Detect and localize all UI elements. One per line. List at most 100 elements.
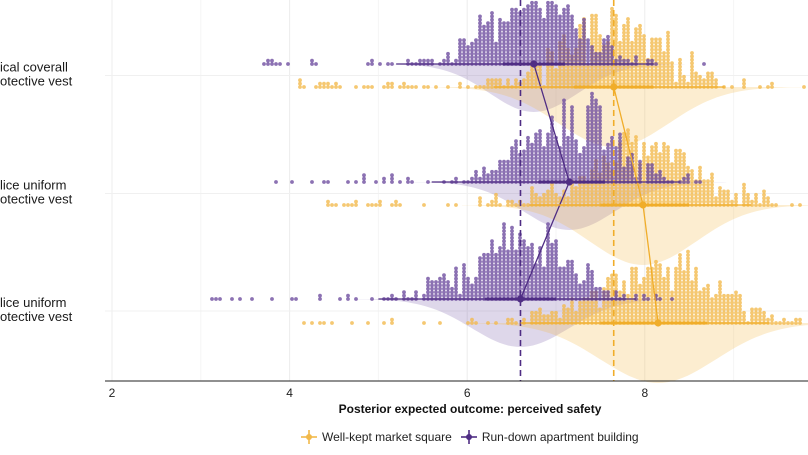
data-dot [706, 314, 710, 319]
data-dot [598, 182, 602, 187]
data-dot [594, 173, 598, 178]
data-dot [510, 149, 514, 154]
data-dot [606, 159, 610, 164]
data-dot [466, 286, 470, 291]
data-dot [622, 51, 626, 55]
data-dot [490, 34, 494, 39]
data-dot [346, 293, 350, 298]
data-dot [750, 307, 754, 312]
data-dot [598, 192, 602, 197]
data-dot [506, 317, 510, 322]
data-dot [626, 71, 630, 76]
data-dot [546, 38, 550, 43]
data-dot [538, 276, 542, 281]
data-dot [554, 286, 558, 291]
data-dot [498, 41, 502, 46]
data-dot [622, 162, 626, 167]
data-dot [566, 68, 570, 72]
data-dot [638, 57, 642, 62]
data-dot [514, 286, 518, 291]
data-dot [582, 290, 586, 295]
data-dot [622, 182, 626, 187]
legend-label-square: Well-kept market square [322, 430, 452, 444]
data-dot [646, 78, 650, 83]
data-dot [534, 159, 538, 164]
data-dot [506, 263, 510, 267]
data-dot [510, 259, 514, 264]
data-dot [574, 196, 578, 201]
data-dot [714, 307, 718, 312]
data-dot [506, 173, 510, 178]
data-dot [614, 173, 618, 178]
data-dot [710, 192, 714, 197]
data-dot [666, 307, 670, 312]
data-dot [690, 57, 694, 62]
data-dot [738, 297, 742, 302]
x-tick-label: 4 [286, 386, 293, 400]
data-dot [626, 192, 630, 197]
data-dot [666, 196, 670, 201]
data-dot [542, 149, 546, 154]
data-dot [634, 270, 638, 274]
data-dot [534, 41, 538, 46]
data-dot [622, 23, 626, 28]
data-dot [570, 142, 574, 147]
data-dot [526, 293, 530, 298]
data-dot [526, 286, 530, 291]
data-dot [626, 34, 630, 38]
data-dot [626, 47, 630, 52]
data-dot [658, 74, 662, 79]
data-dot [626, 74, 630, 79]
data-dot [602, 51, 606, 56]
data-dot [642, 283, 646, 288]
data-dot [770, 85, 774, 89]
data-dot [630, 47, 634, 52]
data-dot [690, 297, 694, 302]
data-dot [770, 314, 774, 319]
data-dot [686, 173, 690, 178]
data-dot [478, 273, 482, 278]
data-dot [542, 17, 546, 22]
data-dot [658, 158, 662, 163]
data-dot [498, 249, 502, 254]
data-dot [330, 203, 334, 207]
data-dot [650, 192, 654, 197]
data-dot [594, 30, 598, 35]
data-dot [570, 310, 574, 315]
data-dot [630, 64, 634, 69]
data-dot [718, 314, 722, 319]
data-dot [630, 78, 634, 83]
data-dot [666, 283, 670, 288]
data-dot [666, 78, 670, 83]
data-dot [574, 293, 578, 298]
data-dot [586, 169, 590, 174]
data-dot [622, 192, 626, 197]
data-dot [710, 74, 714, 79]
data-dot [694, 304, 698, 308]
data-dot [690, 172, 694, 177]
data-dot [550, 310, 554, 315]
data-dot [642, 165, 646, 170]
data-dot [298, 81, 302, 86]
data-dot [546, 14, 550, 19]
data-dot [534, 4, 538, 9]
data-dot [630, 57, 634, 62]
data-dot [478, 280, 482, 284]
x-tick-label: 6 [464, 386, 471, 400]
data-dot [750, 203, 754, 207]
data-dot [498, 283, 502, 288]
data-dot [650, 304, 654, 308]
data-dot [558, 280, 562, 284]
data-dot [554, 249, 558, 254]
data-dot [522, 31, 526, 36]
data-dot [538, 256, 542, 261]
data-dot [626, 314, 630, 319]
data-dot [562, 290, 566, 295]
y-label-line2: otective vest [0, 74, 73, 89]
data-dot [630, 307, 634, 312]
data-dot [486, 276, 490, 281]
data-dot [450, 293, 454, 298]
data-dot [706, 287, 710, 291]
data-dot [530, 283, 534, 288]
